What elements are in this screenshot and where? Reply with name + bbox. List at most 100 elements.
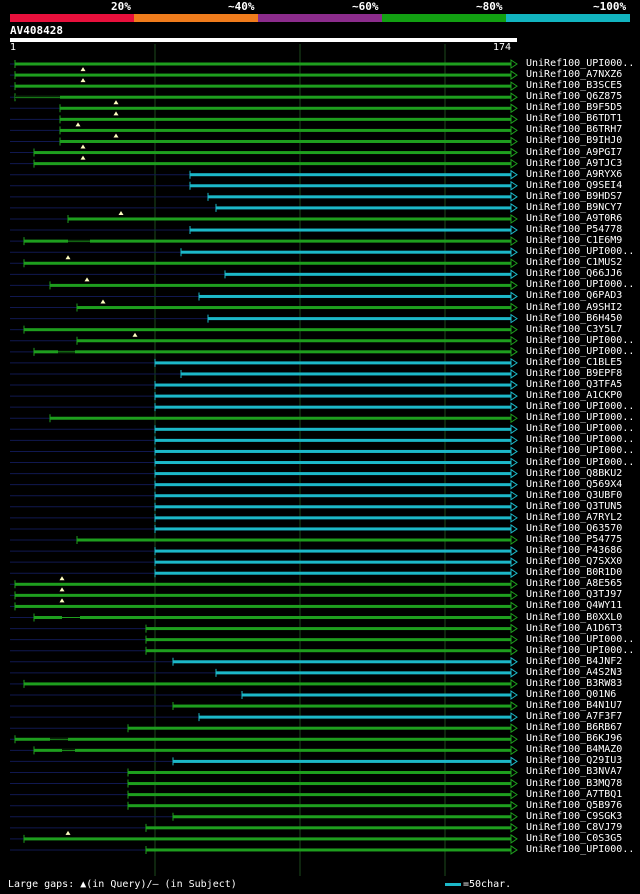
hit-label[interactable]: UniRef100_B0XXL0 <box>526 611 623 623</box>
hit-label[interactable]: UniRef100_B3NVA7 <box>526 766 623 778</box>
legend-segment <box>134 14 258 22</box>
hit-label[interactable]: UniRef100_Q9SEI4 <box>526 179 623 191</box>
hit-end-arrow <box>510 701 518 711</box>
hit-label[interactable]: UniRef100_UPI000.. <box>526 246 635 258</box>
hit-label[interactable]: UniRef100_B9F5D5 <box>526 102 623 114</box>
hit-label[interactable]: UniRef100_Q3UBF0 <box>526 489 623 501</box>
hit-label[interactable]: UniRef100_B6H450 <box>526 312 623 324</box>
hit-label[interactable]: UniRef100_B6RB67 <box>526 722 623 734</box>
query-gap-icon <box>75 122 81 127</box>
hit-label[interactable]: UniRef100_C8VJ79 <box>526 821 623 833</box>
hit-label[interactable]: UniRef100_B3SCE5 <box>526 80 623 92</box>
hit-label[interactable]: UniRef100_Q3TFA5 <box>526 379 623 391</box>
hit-label[interactable]: UniRef100_A1CKP0 <box>526 390 623 402</box>
hit-label[interactable]: UniRef100_UPI000.. <box>526 644 635 656</box>
hit-bar <box>181 250 511 254</box>
hit-bar <box>155 394 511 398</box>
hit-label[interactable]: UniRef100_B9EPF8 <box>526 367 623 379</box>
hit-label[interactable]: UniRef100_A1D6T3 <box>526 622 623 634</box>
query-gap-icon <box>80 67 86 72</box>
hit-label[interactable]: UniRef100_B9IHJ0 <box>526 135 623 147</box>
hit-end-arrow <box>510 446 518 457</box>
hit-label[interactable]: UniRef100_B3RW83 <box>526 677 623 689</box>
hit-label[interactable]: UniRef100_UPI000.. <box>526 456 635 468</box>
hit-bar <box>128 726 511 730</box>
hit-end-arrow <box>510 789 518 800</box>
hit-label[interactable]: UniRef100_A7NXZ6 <box>526 69 623 81</box>
hit-label[interactable]: UniRef100_Q66JJ6 <box>526 268 623 280</box>
hit-label[interactable]: UniRef100_UPI000.. <box>526 279 635 291</box>
hit-label[interactable]: UniRef100_P54775 <box>526 534 623 545</box>
hit-label[interactable]: UniRef100_A9RYX6 <box>526 168 623 180</box>
hit-label[interactable]: UniRef100_A4S2N3 <box>526 666 623 678</box>
hit-label[interactable]: UniRef100_UPI000.. <box>526 843 635 855</box>
hit-end-arrow <box>510 811 518 822</box>
query-gap-icon <box>80 144 86 149</box>
hit-label[interactable]: UniRef100_Q569X4 <box>526 478 623 490</box>
hit-label[interactable]: UniRef100_Q5B976 <box>526 799 623 811</box>
hit-label[interactable]: UniRef100_UPI000.. <box>526 412 635 424</box>
query-gap-icon <box>80 155 86 160</box>
hit-label[interactable]: UniRef100_B9NCY7 <box>526 201 623 213</box>
hit-label[interactable]: UniRef100_Q6PAD3 <box>526 290 623 302</box>
hit-label[interactable]: UniRef100_UPI000.. <box>526 334 635 346</box>
legend-label: 20% <box>111 0 131 13</box>
hit-label[interactable]: UniRef100_UPI000.. <box>526 434 635 446</box>
hit-label[interactable]: UniRef100_A7F3F7 <box>526 711 623 723</box>
hit-label[interactable]: UniRef100_Q3TJ97 <box>526 589 623 601</box>
hit-label[interactable]: UniRef100_B4N1U7 <box>526 700 623 712</box>
hit-bar <box>216 206 511 210</box>
hit-label[interactable]: UniRef100_B9HDS7 <box>526 190 623 202</box>
hit-bar <box>208 195 511 199</box>
hit-label[interactable]: UniRef100_B0R1D0 <box>526 567 623 579</box>
hit-label[interactable]: UniRef100_C3Y5L7 <box>526 323 623 335</box>
hit-bar <box>50 416 511 420</box>
hit-end-arrow <box>510 767 518 778</box>
hit-label[interactable]: UniRef100_UPI000.. <box>526 58 635 69</box>
hit-label[interactable]: UniRef100_A7RYL2 <box>526 511 623 523</box>
query-bar <box>10 38 517 42</box>
hit-label[interactable]: UniRef100_A9SHI2 <box>526 301 623 313</box>
hit-label[interactable]: UniRef100_C1MUS2 <box>526 257 623 269</box>
hit-label[interactable]: UniRef100_C1BLE5 <box>526 356 623 368</box>
hit-label[interactable]: UniRef100_Q01N6 <box>526 688 617 700</box>
hit-bar <box>216 671 511 675</box>
hit-label[interactable]: UniRef100_C1E6M9 <box>526 235 623 247</box>
hit-label[interactable]: UniRef100_P54778 <box>526 224 623 236</box>
hit-label[interactable]: UniRef100_Q4WY11 <box>526 600 623 612</box>
hit-label[interactable]: UniRef100_B4MAZ0 <box>526 744 623 756</box>
hit-label[interactable]: UniRef100_B3MQ78 <box>526 777 623 789</box>
hit-label[interactable]: UniRef100_Q6Z875 <box>526 91 623 103</box>
hit-label[interactable]: UniRef100_P43686 <box>526 545 623 557</box>
hit-label[interactable]: UniRef100_UPI000.. <box>526 401 635 413</box>
hit-label[interactable]: UniRef100_A8E565 <box>526 578 623 590</box>
hit-label[interactable]: UniRef100_A9T0R6 <box>526 212 623 224</box>
query-gap-icon <box>113 111 119 116</box>
hit-label[interactable]: UniRef100_A7TBQ1 <box>526 788 623 800</box>
hit-label[interactable]: UniRef100_Q29IU3 <box>526 755 623 767</box>
hit-label[interactable]: UniRef100_Q3TUN5 <box>526 500 623 512</box>
hit-end-arrow <box>510 169 518 180</box>
hit-bar <box>77 339 511 343</box>
hit-end-arrow <box>510 546 518 557</box>
hit-label[interactable]: UniRef100_C0S3G5 <box>526 832 623 844</box>
hit-label[interactable]: UniRef100_Q8BKU2 <box>526 467 623 479</box>
hit-label[interactable]: UniRef100_B4JNF2 <box>526 655 623 667</box>
legend-label: ~60% <box>352 0 379 13</box>
hit-label[interactable]: UniRef100_UPI000.. <box>526 633 635 645</box>
hit-label[interactable]: UniRef100_UPI000.. <box>526 345 635 357</box>
hit-bar <box>199 294 511 298</box>
query-gap-icon <box>84 277 90 282</box>
hit-label[interactable]: UniRef100_Q7SXX0 <box>526 556 623 568</box>
hit-label[interactable]: UniRef100_B6KJ96 <box>526 733 623 745</box>
hit-label[interactable]: UniRef100_A9PGI7 <box>526 146 623 158</box>
hit-label[interactable]: UniRef100_UPI000.. <box>526 423 635 435</box>
hit-label[interactable]: UniRef100_A9TJC3 <box>526 157 623 169</box>
hit-bar <box>15 604 511 608</box>
hit-label[interactable]: UniRef100_C9SGK3 <box>526 810 623 822</box>
hit-label[interactable]: UniRef100_B6TRH7 <box>526 124 623 136</box>
scale-legend: =50char. <box>445 879 511 890</box>
hit-label[interactable]: UniRef100_Q63570 <box>526 522 623 534</box>
hit-label[interactable]: UniRef100_UPI000.. <box>526 445 635 457</box>
hit-label[interactable]: UniRef100_B6TDT1 <box>526 113 623 125</box>
